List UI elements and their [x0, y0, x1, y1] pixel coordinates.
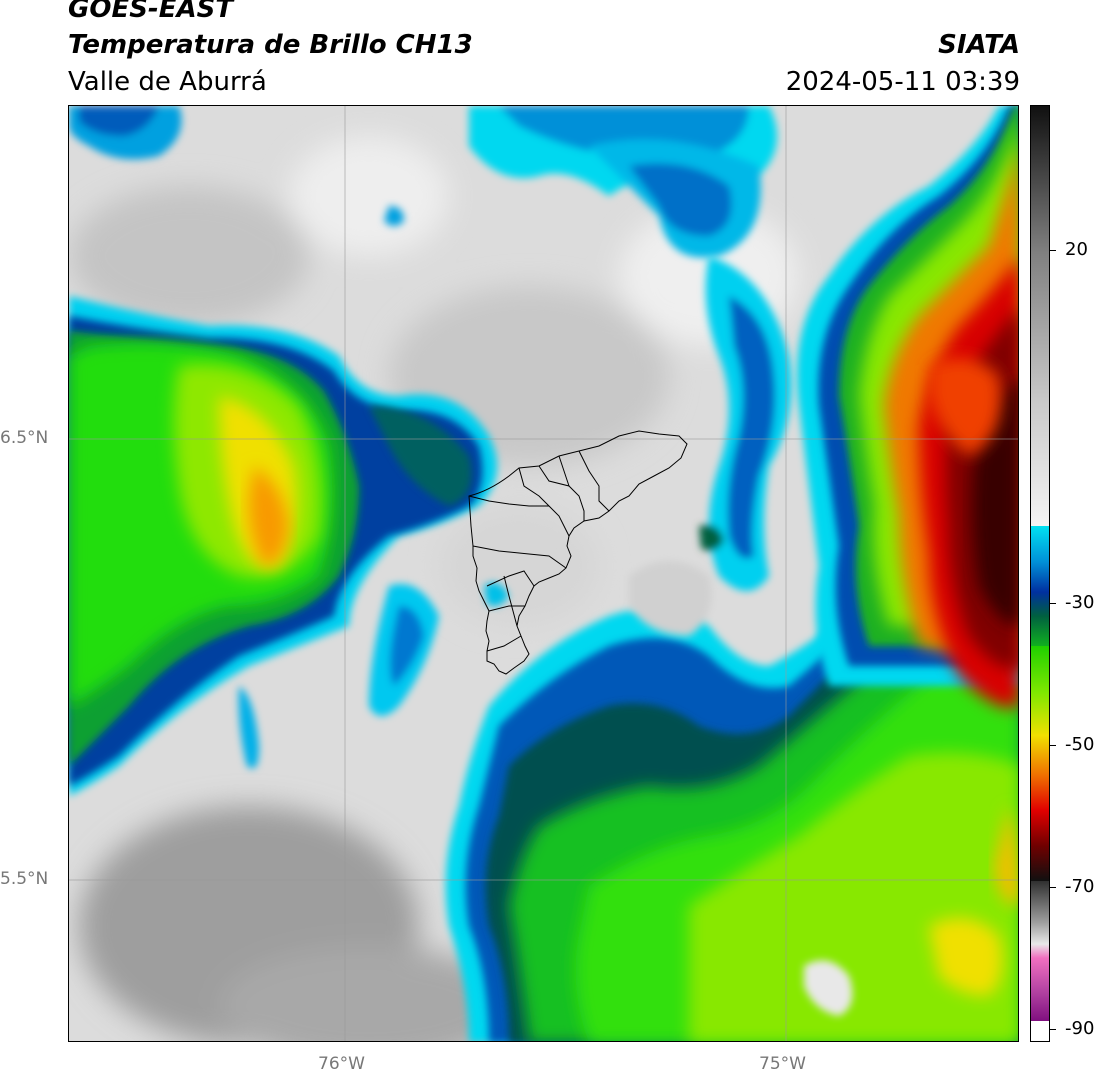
colorbar-label-20: 20 — [1065, 239, 1088, 260]
region-subtitle: Valle de Aburrá — [68, 67, 267, 97]
colorbar-label-minus30: -30 — [1065, 592, 1094, 613]
convective-cell-east — [797, 106, 1018, 906]
colorbar-tick — [1050, 745, 1056, 746]
datetime-label: 2024-05-11 03:39 — [785, 67, 1020, 97]
colorbar-tick — [1050, 887, 1056, 888]
lon-label-75w: 75°W — [759, 1054, 806, 1074]
municipal-boundaries — [468, 430, 688, 675]
lon-label-76w: 76°W — [318, 1054, 365, 1074]
convective-cell-west — [69, 296, 497, 796]
colorbar-label-minus50: -50 — [1065, 734, 1094, 755]
colorbar-tick — [1050, 603, 1056, 604]
colorbar-label-minus70: -70 — [1065, 876, 1094, 897]
product-title: Temperatura de Brillo CH13 — [68, 30, 473, 60]
small-cold-cells — [238, 206, 509, 769]
graticule — [69, 106, 1018, 1041]
agency-label: SIATA — [938, 30, 1020, 60]
colorbar-tick — [1050, 1029, 1056, 1030]
brightness-temperature-map — [68, 105, 1019, 1042]
cold-cloud-mid-east — [699, 256, 792, 591]
colorbar-tick — [1050, 250, 1056, 251]
colorbar-label-minus90: -90 — [1065, 1018, 1094, 1039]
lat-label-5-5: 5.5°N — [0, 869, 49, 889]
colorbar — [1030, 105, 1050, 1042]
lat-label-6-5: 6.5°N — [0, 428, 49, 448]
cold-cloud-top-center — [469, 106, 777, 258]
satellite-title: GOES-EAST — [68, 0, 234, 24]
cold-cloud-top-left — [69, 106, 182, 160]
